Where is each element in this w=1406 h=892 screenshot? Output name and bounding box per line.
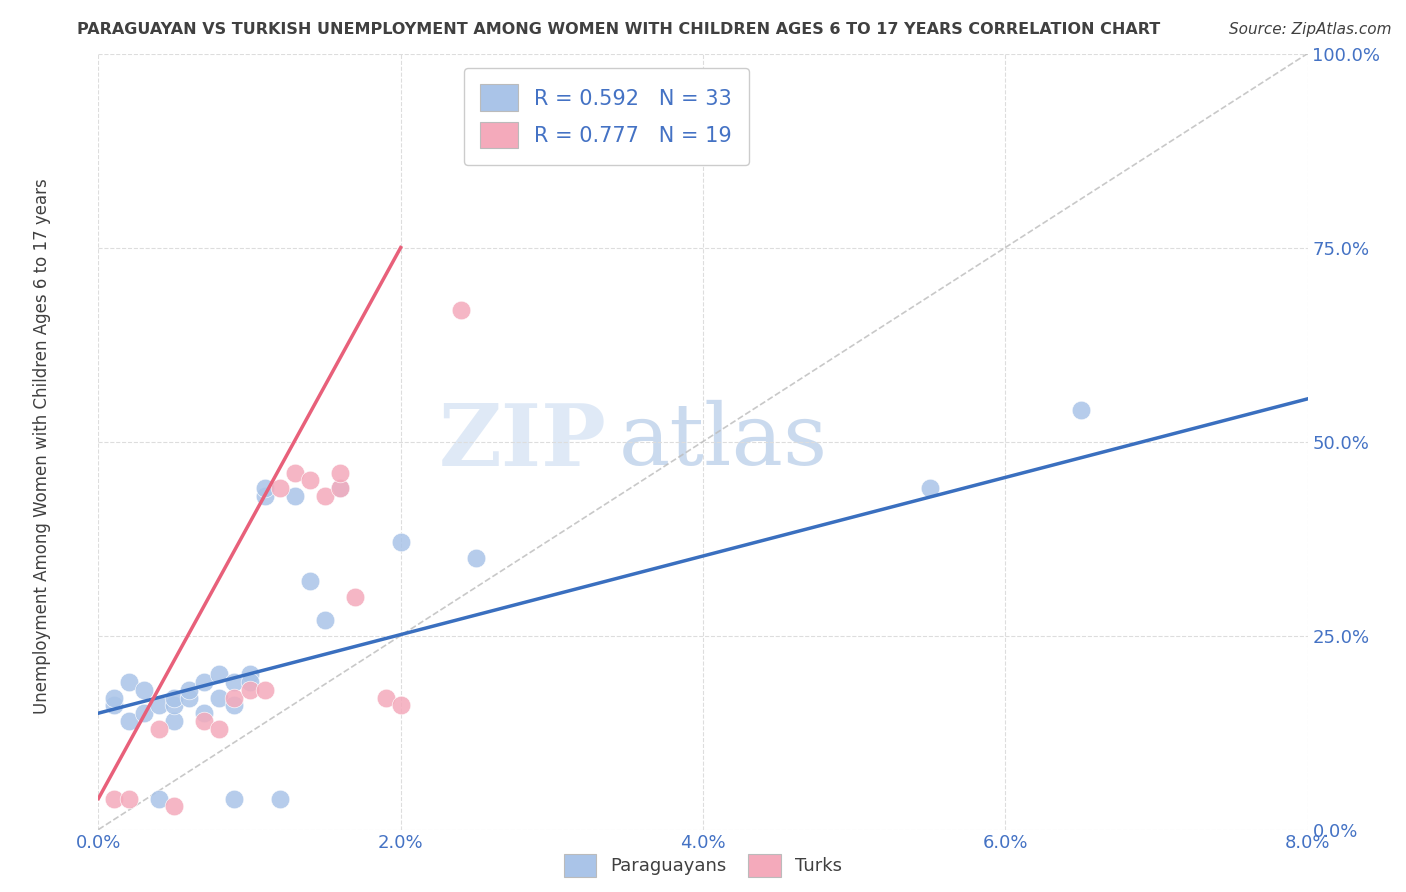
Point [224, 698, 246, 713]
Point [208, 722, 231, 736]
Point [193, 714, 215, 728]
Point [132, 706, 155, 721]
Point [103, 791, 125, 805]
Point [163, 698, 186, 713]
Point [314, 613, 336, 627]
Point [239, 682, 262, 697]
Point [163, 690, 186, 705]
Point [389, 535, 412, 549]
Point [918, 481, 941, 495]
Point [118, 791, 141, 805]
Point [193, 706, 215, 721]
Point [299, 574, 322, 589]
Point [269, 791, 291, 805]
Point [329, 481, 352, 495]
Point [374, 690, 396, 705]
Point [329, 466, 352, 480]
Point [450, 302, 472, 317]
Point [148, 698, 170, 713]
Point [224, 791, 246, 805]
Point [179, 682, 201, 697]
Text: PARAGUAYAN VS TURKISH UNEMPLOYMENT AMONG WOMEN WITH CHILDREN AGES 6 TO 17 YEARS : PARAGUAYAN VS TURKISH UNEMPLOYMENT AMONG… [77, 22, 1160, 37]
Point [329, 481, 352, 495]
Point [314, 489, 336, 503]
Point [163, 714, 186, 728]
Point [208, 667, 231, 681]
Point [344, 590, 367, 604]
Point [239, 675, 262, 690]
Point [284, 466, 307, 480]
Text: Unemployment Among Women with Children Ages 6 to 17 years: Unemployment Among Women with Children A… [34, 178, 51, 714]
Point [118, 675, 141, 690]
Point [239, 667, 262, 681]
Legend: R = 0.592   N = 33, R = 0.777   N = 19: R = 0.592 N = 33, R = 0.777 N = 19 [464, 68, 749, 165]
Point [208, 690, 231, 705]
Point [163, 799, 186, 814]
Point [299, 473, 322, 487]
Point [148, 791, 170, 805]
Point [103, 698, 125, 713]
Text: atlas: atlas [619, 400, 828, 483]
Point [179, 690, 201, 705]
Legend: Paraguayans, Turks: Paraguayans, Turks [557, 847, 849, 884]
Point [193, 675, 215, 690]
Point [118, 714, 141, 728]
Text: ZIP: ZIP [439, 400, 606, 483]
Point [465, 551, 488, 566]
Point [253, 682, 276, 697]
Point [253, 489, 276, 503]
Point [224, 675, 246, 690]
Text: Source: ZipAtlas.com: Source: ZipAtlas.com [1229, 22, 1392, 37]
Point [132, 682, 155, 697]
Point [269, 481, 291, 495]
Point [103, 690, 125, 705]
Point [284, 489, 307, 503]
Point [1070, 403, 1092, 417]
Point [253, 481, 276, 495]
Point [148, 722, 170, 736]
Point [389, 698, 412, 713]
Point [224, 690, 246, 705]
